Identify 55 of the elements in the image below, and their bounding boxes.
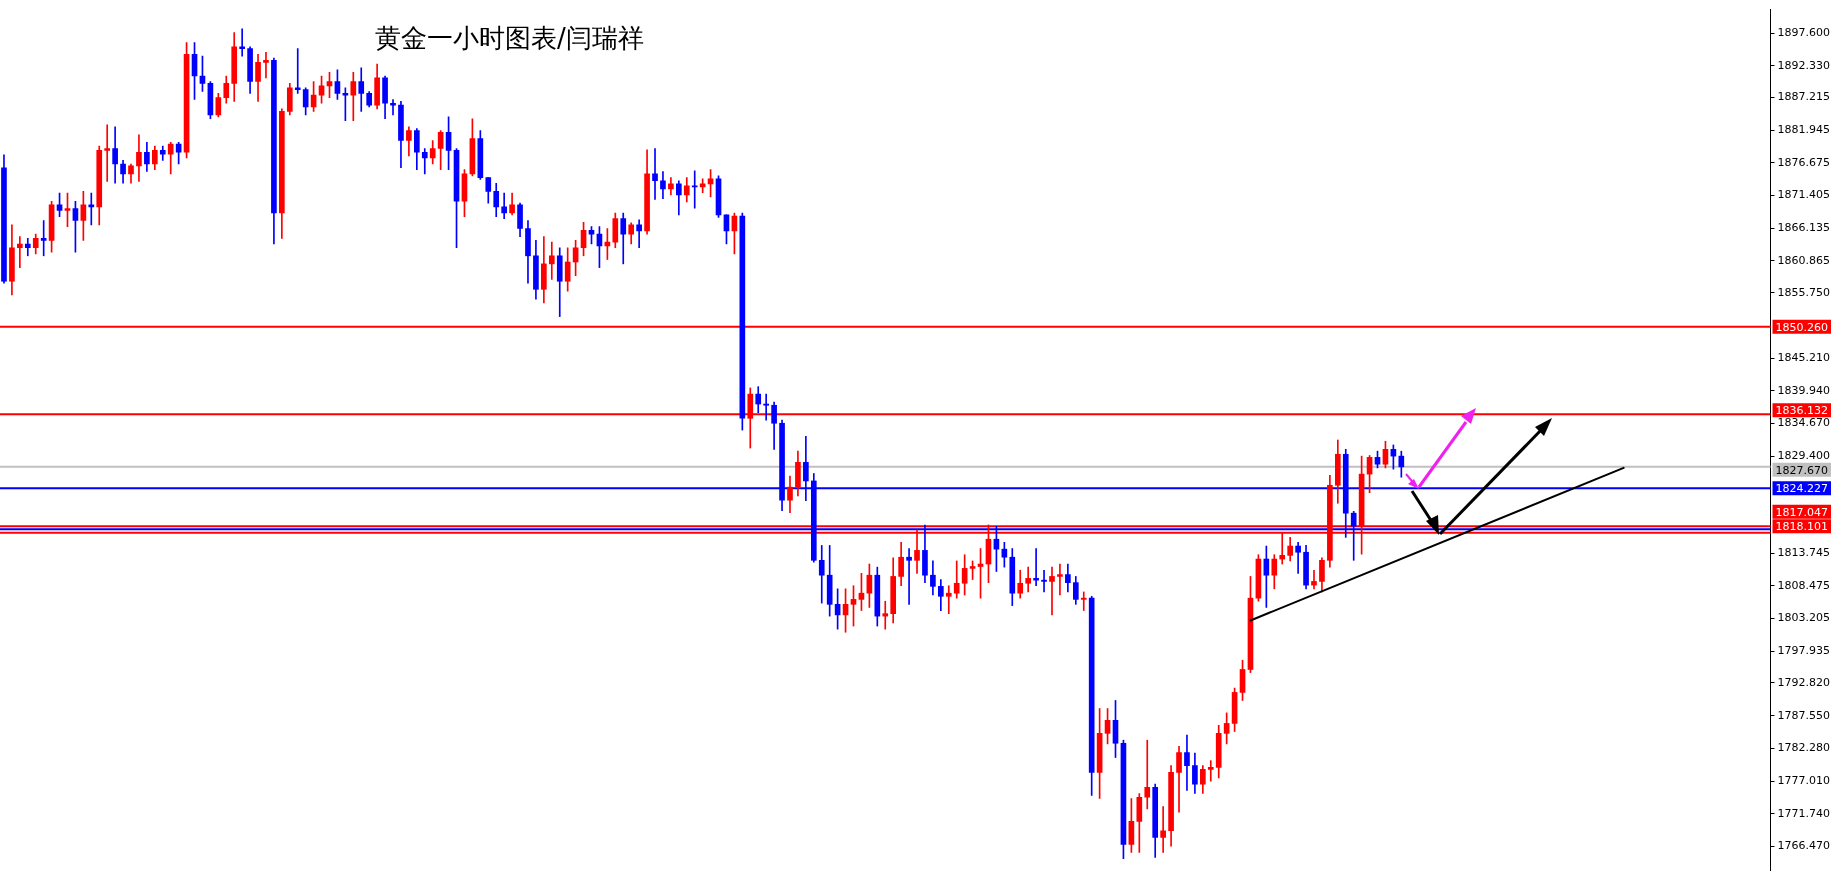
y-tick-label: 1771.740: [1777, 806, 1831, 820]
ref-line-label: 1817.047: [1775, 505, 1829, 519]
y-tick-label: 1871.405: [1777, 188, 1831, 202]
candlestick: [1049, 566, 1055, 616]
y-tick-label: 1892.330: [1777, 58, 1831, 72]
candlestick: [548, 241, 555, 280]
y-tick-label: 1766.470: [1777, 839, 1831, 853]
candlestick: [1025, 566, 1031, 593]
y-tick-label: 1855.750: [1777, 285, 1831, 299]
y-tick-label: 1881.945: [1777, 123, 1831, 137]
candlestick: [1207, 760, 1214, 782]
candlestick: [263, 52, 269, 79]
y-tick-label: 1787.550: [1777, 708, 1831, 722]
candlestick: [17, 236, 23, 268]
ref-line-label: 1827.670: [1775, 463, 1829, 477]
ref-line-label: 1850.260: [1775, 320, 1829, 334]
candlestick: [421, 148, 428, 175]
candlestick: [763, 393, 769, 421]
candlestick: [906, 548, 912, 605]
candlestick: [1080, 591, 1087, 611]
y-tick-label: 1777.010: [1777, 773, 1831, 787]
candlestick: [24, 238, 31, 257]
ref-line-label: 1836.132: [1775, 404, 1829, 418]
candlestick: [1041, 569, 1047, 593]
y-tick-label: 1792.820: [1777, 675, 1831, 689]
y-tick-label: 1845.210: [1777, 350, 1831, 364]
candlestick: [239, 28, 245, 57]
candlestick: [294, 48, 301, 94]
y-tick-label: 1808.475: [1777, 578, 1831, 592]
y-tick-label: 1803.205: [1777, 611, 1831, 625]
candlestick: [1295, 542, 1301, 574]
y-tick-label: 1876.675: [1777, 155, 1831, 169]
y-tick-label: 1887.215: [1777, 90, 1831, 104]
candlestick: [1144, 739, 1151, 810]
y-tick-label: 1829.400: [1777, 448, 1831, 462]
y-tick-label: 1897.600: [1777, 26, 1831, 40]
candlestick: [1311, 569, 1317, 590]
candlestick: [1057, 563, 1063, 596]
candlestick: [104, 124, 111, 182]
y-tick-label: 1839.940: [1777, 383, 1831, 397]
text: 黄金一小时图表/闫瑞祥: [375, 22, 644, 53]
candlestick: [1184, 734, 1190, 791]
candlestick: [691, 170, 698, 209]
ref-line-label: 1824.227: [1775, 482, 1829, 496]
ref-line-label: 1818.101: [1775, 520, 1829, 534]
y-tick-label: 1866.135: [1777, 221, 1831, 235]
y-tick-label: 1834.670: [1777, 416, 1831, 430]
candlestick: [945, 585, 952, 614]
y-tick-label: 1860.865: [1777, 253, 1831, 267]
y-tick-label: 1782.280: [1777, 741, 1831, 755]
candlestick: [1160, 806, 1166, 853]
candlestick: [882, 600, 889, 630]
y-tick-label: 1797.935: [1777, 644, 1831, 658]
candlestick: [652, 148, 658, 200]
y-tick-label: 1813.745: [1777, 546, 1831, 560]
